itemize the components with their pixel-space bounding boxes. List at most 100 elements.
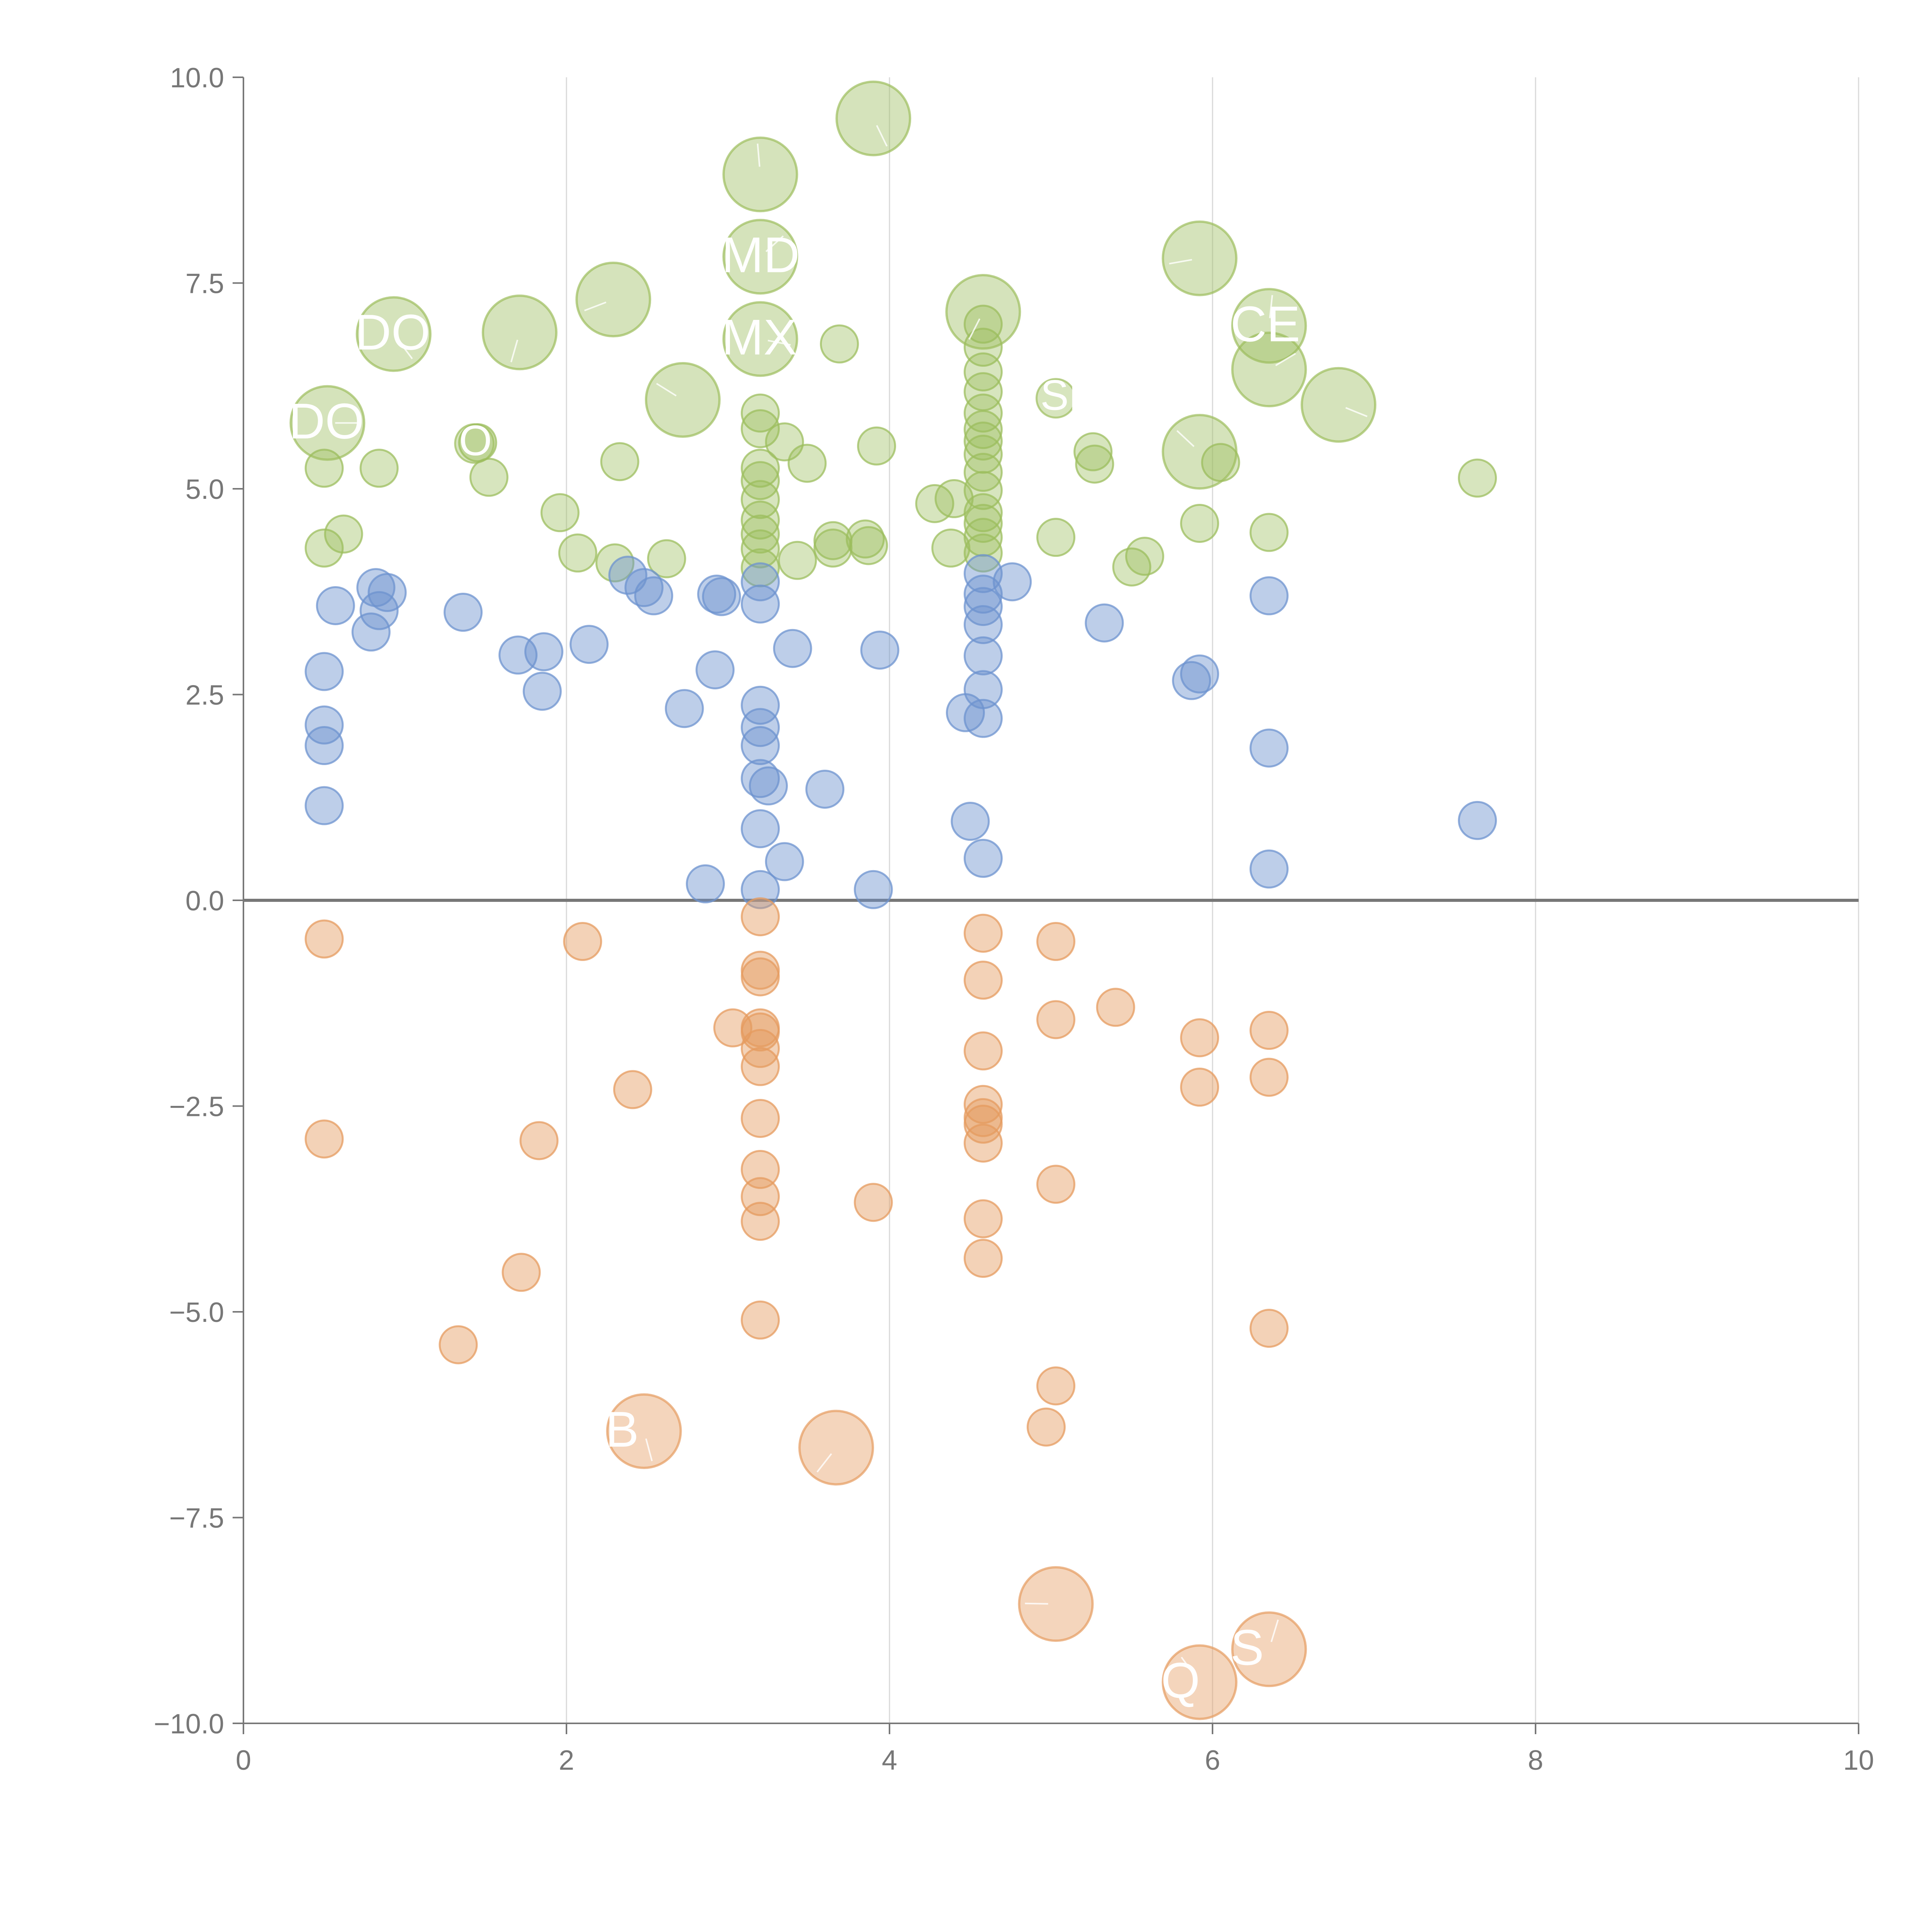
data-point-negative bbox=[304, 1119, 344, 1159]
data-point-positive-high bbox=[963, 503, 1003, 543]
large-bubble bbox=[1231, 1611, 1307, 1687]
data-point-negative bbox=[963, 961, 1003, 1000]
data-point-negative bbox=[963, 913, 1003, 953]
large-bubble bbox=[645, 362, 721, 438]
data-point-positive-low bbox=[963, 670, 1003, 709]
data-point-negative bbox=[304, 919, 344, 959]
data-point-positive-high bbox=[647, 539, 686, 578]
bubble-leader-line bbox=[398, 340, 413, 359]
bubble-leader-line bbox=[876, 125, 888, 147]
data-point-positive-low bbox=[805, 769, 845, 809]
data-point-negative bbox=[1249, 1309, 1289, 1348]
data-point-positive-low bbox=[696, 650, 735, 690]
bubble-label: MDX bbox=[722, 226, 833, 283]
x-tick-label: 10 bbox=[1843, 1745, 1874, 1776]
bubbles bbox=[289, 80, 1497, 1720]
data-point-positive-high bbox=[849, 526, 888, 565]
data-point-positive-low bbox=[860, 630, 900, 670]
data-point-positive-high bbox=[600, 442, 639, 481]
data-point-positive-low bbox=[963, 699, 1003, 738]
bubble-leader-line bbox=[1269, 295, 1273, 318]
data-point-positive-low bbox=[1180, 654, 1219, 694]
large-bubble bbox=[606, 1393, 682, 1469]
data-point-positive-low bbox=[522, 672, 562, 711]
data-point-negative bbox=[1036, 1366, 1076, 1406]
data-point-positive-low bbox=[1249, 576, 1289, 616]
data-point-negative bbox=[1026, 1407, 1066, 1447]
bubble-label: CE bbox=[1230, 296, 1300, 352]
data-point-positive-low bbox=[304, 652, 344, 691]
bubble-label: DO bbox=[355, 304, 430, 361]
data-point-positive-low bbox=[443, 593, 483, 632]
data-point-negative bbox=[1036, 922, 1076, 961]
data-point-positive-low bbox=[702, 577, 741, 616]
data-point-negative bbox=[741, 1150, 780, 1189]
data-point-negative bbox=[1180, 1068, 1219, 1107]
bubble-label: SE bbox=[1041, 372, 1097, 419]
data-point-positive-low bbox=[608, 556, 648, 595]
y-tick-label: −5.0 bbox=[169, 1297, 224, 1328]
bubble-labels: O SE DO DO MDX MX CE B QS bbox=[289, 125, 1367, 1709]
data-point-positive-low bbox=[993, 562, 1032, 602]
large-bubble bbox=[835, 80, 912, 156]
large-bubble bbox=[722, 136, 798, 213]
data-point-negative bbox=[563, 922, 602, 961]
data-point-negative bbox=[963, 1239, 1003, 1278]
data-point-negative bbox=[1249, 1011, 1289, 1050]
data-point-positive-high bbox=[963, 421, 1003, 461]
bubble-leader-line bbox=[765, 235, 784, 252]
data-point-negative bbox=[613, 1070, 652, 1109]
x-tick-label: 6 bbox=[1205, 1745, 1220, 1776]
bubble-label: Q bbox=[1161, 1652, 1200, 1709]
data-point-positive-low bbox=[765, 842, 804, 881]
data-point-negative bbox=[741, 957, 780, 997]
y-tick-label: 0.0 bbox=[185, 886, 224, 917]
data-point-negative bbox=[1096, 988, 1135, 1027]
data-point-positive-high bbox=[820, 324, 859, 364]
bubble-label: O bbox=[459, 417, 492, 464]
large-bubble bbox=[481, 294, 558, 371]
data-point-positive-low bbox=[951, 802, 990, 841]
y-tick-label: 10.0 bbox=[170, 63, 224, 94]
data-point-positive-high bbox=[741, 409, 780, 449]
bubble-leader-line bbox=[1180, 1656, 1196, 1677]
data-point-positive-low bbox=[304, 705, 344, 745]
data-point-positive-high bbox=[934, 479, 974, 519]
bubble-label: S bbox=[1230, 1619, 1264, 1675]
bubble-leader-line bbox=[645, 1438, 653, 1461]
x-tick-label: 4 bbox=[882, 1745, 897, 1776]
data-point-positive-low bbox=[304, 726, 344, 765]
data-point-negative bbox=[502, 1253, 541, 1292]
data-point-positive-low bbox=[1249, 728, 1289, 768]
bubble-leader-line bbox=[510, 339, 519, 362]
data-point-positive-low bbox=[741, 809, 780, 849]
data-point-positive-high bbox=[741, 449, 780, 488]
data-point-negative bbox=[854, 1183, 893, 1222]
data-point-positive-low bbox=[741, 562, 780, 602]
data-point-positive-high bbox=[1075, 444, 1114, 484]
data-point-positive-high bbox=[741, 500, 780, 540]
y-tick-label: −2.5 bbox=[169, 1092, 224, 1122]
data-point-positive-high bbox=[1458, 458, 1497, 498]
data-point-positive-low bbox=[316, 586, 355, 625]
data-point-positive-low bbox=[1172, 661, 1211, 700]
data-point-positive-low bbox=[1458, 801, 1497, 840]
data-point-positive-low bbox=[741, 759, 780, 798]
data-point-negative bbox=[1036, 1000, 1076, 1039]
medium-bubble bbox=[1036, 378, 1077, 419]
data-point-positive-low bbox=[367, 573, 407, 612]
data-point-positive-high bbox=[1073, 432, 1113, 471]
data-point-positive-low bbox=[304, 786, 344, 825]
data-point-positive-high bbox=[963, 352, 1003, 392]
data-point-positive-low bbox=[963, 605, 1003, 644]
data-point-positive-low bbox=[524, 632, 563, 672]
data-point-negative bbox=[741, 1012, 780, 1052]
data-point-negative bbox=[519, 1121, 559, 1160]
data-point-positive-low bbox=[570, 625, 609, 664]
data-point-positive-low bbox=[1249, 849, 1289, 889]
x-tick-label: 2 bbox=[559, 1745, 574, 1776]
data-point-positive-high bbox=[931, 528, 971, 568]
data-point-positive-low bbox=[665, 689, 704, 728]
data-point-positive-high bbox=[469, 457, 509, 497]
data-point-positive-low bbox=[741, 685, 780, 725]
